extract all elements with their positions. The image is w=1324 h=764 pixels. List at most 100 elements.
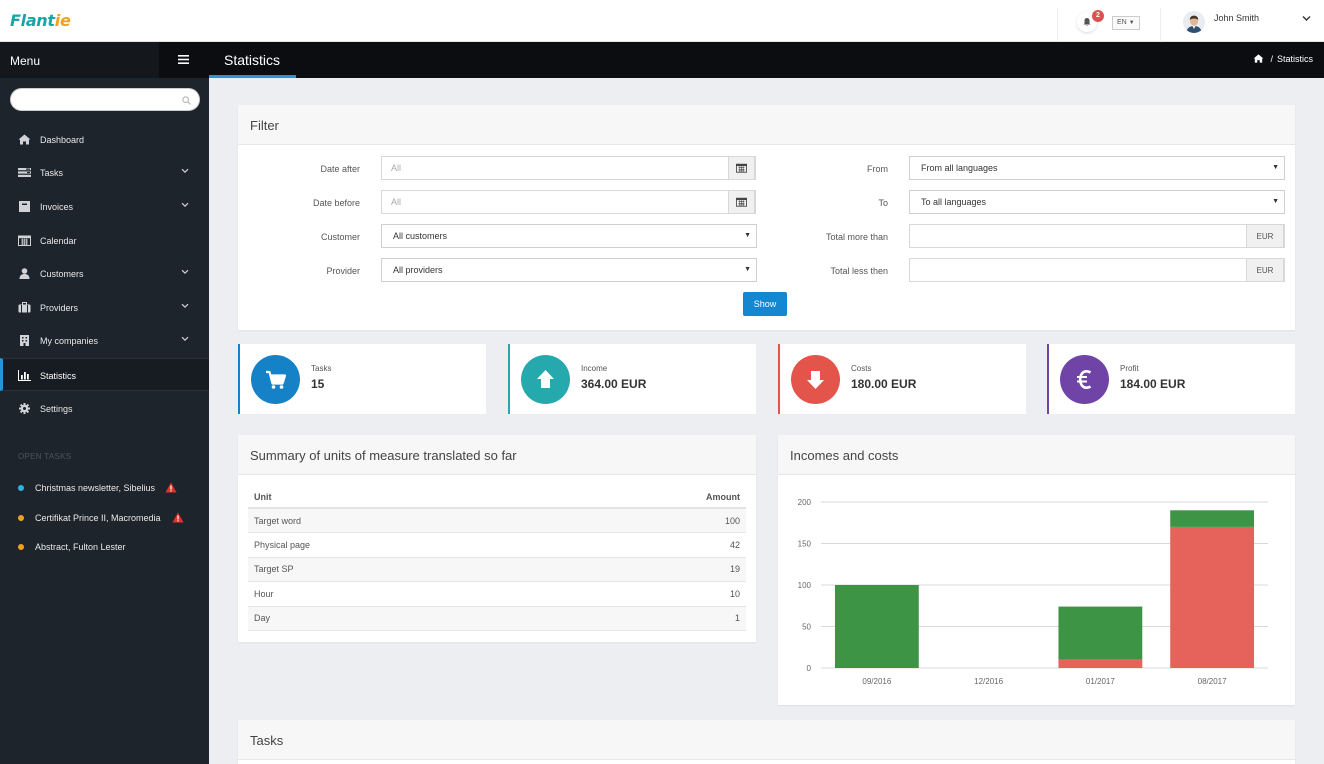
user-name[interactable]: John Smith xyxy=(1214,13,1260,23)
stat-value: 180.00 EUR xyxy=(851,377,917,391)
y-tick-label: 150 xyxy=(798,540,812,549)
sidebar-item-calendar[interactable]: Calendar xyxy=(0,224,209,257)
stat-icon-circle xyxy=(791,355,840,404)
amount-cell: 100 xyxy=(545,508,746,533)
stat-label: Tasks xyxy=(311,364,332,373)
provider-select[interactable]: All providers ▼ xyxy=(381,258,757,282)
home-icon[interactable] xyxy=(1253,54,1264,63)
calendar-icon xyxy=(736,197,747,207)
amount-cell: 42 xyxy=(545,532,746,558)
chevron-down-icon xyxy=(181,269,189,275)
table-row: Hour 10 xyxy=(248,581,746,607)
currency-addon: EUR xyxy=(1246,224,1284,248)
bar-chart-icon xyxy=(18,370,31,381)
avatar[interactable] xyxy=(1183,11,1205,33)
sidebar-item-tasks[interactable]: Tasks xyxy=(0,156,209,189)
chevron-down-icon xyxy=(181,202,189,208)
chevron-down-icon xyxy=(181,168,189,174)
status-dot xyxy=(18,544,24,550)
summary-table: Unit Amount Target word 100 Physical page… xyxy=(248,486,746,631)
sidebar-item-invoices[interactable]: Invoices xyxy=(0,190,209,223)
open-task-item[interactable]: Abstract, Fulton Lester xyxy=(0,537,209,557)
stat-icon-circle xyxy=(521,355,570,404)
divider xyxy=(1057,8,1058,42)
summary-panel: Summary of units of measure translated s… xyxy=(238,435,756,642)
sidebar-header: Menu xyxy=(0,42,209,78)
bar-segment xyxy=(1058,606,1143,660)
page-title: Statistics xyxy=(224,52,281,68)
breadcrumb: / Statistics xyxy=(1253,54,1313,64)
user-icon xyxy=(19,268,30,279)
bell-icon xyxy=(1083,18,1091,26)
unit-cell: Hour xyxy=(248,581,546,607)
sidebar-item-statistics[interactable]: Statistics xyxy=(0,358,209,391)
y-tick-label: 50 xyxy=(802,623,811,632)
filter-panel: Filter Date after All Date before All Cu… xyxy=(238,105,1295,330)
app-logo[interactable]: Flantie xyxy=(10,11,71,30)
customer-label: Customer xyxy=(320,232,360,242)
sidebar-item-settings[interactable]: Settings xyxy=(0,392,209,425)
tasks-icon xyxy=(18,168,31,177)
search-icon xyxy=(182,96,191,105)
sidebar-item-dashboard[interactable]: Dashboard xyxy=(0,123,209,156)
open-task-item[interactable]: Christmas newsletter, Sibelius xyxy=(0,478,209,498)
incomes-costs-title: Incomes and costs xyxy=(778,435,1295,475)
date-after-calendar-button[interactable] xyxy=(728,156,755,180)
total-less-than-input[interactable]: EUR xyxy=(909,258,1285,282)
unit-cell: Target SP xyxy=(248,557,546,582)
unit-cell: Physical page xyxy=(248,532,546,558)
date-after-label: Date after xyxy=(320,164,360,174)
stat-card-costs: Costs 180.00 EUR xyxy=(778,344,1026,414)
table-row: Target word 100 xyxy=(248,508,746,533)
x-tick-label: 09/2016 xyxy=(862,677,891,686)
sidebar-item-label: Dashboard xyxy=(40,135,85,145)
date-before-field[interactable]: All xyxy=(381,190,756,214)
summary-title: Summary of units of measure translated s… xyxy=(238,435,756,475)
show-button[interactable]: Show xyxy=(743,292,787,316)
menu-title: Menu xyxy=(10,54,41,68)
notification-count-badge: 2 xyxy=(1092,10,1104,22)
customer-select[interactable]: All customers ▼ xyxy=(381,224,757,248)
y-tick-label: 0 xyxy=(807,664,812,673)
bar-segment xyxy=(834,585,919,668)
hamburger-icon xyxy=(178,55,189,64)
caret-down-icon: ▼ xyxy=(1272,198,1279,205)
tasks-panel: Tasks xyxy=(238,720,1295,764)
column-header-unit[interactable]: Unit xyxy=(248,486,546,509)
open-task-item[interactable]: Certifikat Prince II, Macromedia xyxy=(0,508,209,528)
x-tick-label: 01/2017 xyxy=(1086,677,1115,686)
sidebar-item-label: Calendar xyxy=(40,236,77,246)
stat-value: 15 xyxy=(311,377,325,391)
chevron-down-icon xyxy=(181,336,189,342)
sidebar-search-input[interactable] xyxy=(10,88,200,111)
page-header: Statistics / Statistics xyxy=(209,42,1324,78)
sidebar-item-label: Tasks xyxy=(40,168,64,178)
caret-down-icon: ▼ xyxy=(744,266,751,273)
y-tick-label: 100 xyxy=(798,581,812,590)
sidebar-item-providers[interactable]: Providers xyxy=(0,291,209,324)
x-tick-label: 08/2017 xyxy=(1198,677,1227,686)
from-language-select[interactable]: From all languages ▼ xyxy=(909,156,1285,180)
stat-card-tasks: Tasks 15 xyxy=(238,344,486,414)
active-tab-indicator xyxy=(209,75,296,78)
table-header-row: Unit Amount xyxy=(248,486,746,509)
chevron-down-icon[interactable] xyxy=(1302,15,1311,22)
to-language-select[interactable]: To all languages ▼ xyxy=(909,190,1285,214)
stat-icon-circle xyxy=(251,355,300,404)
euro-icon xyxy=(1077,369,1092,390)
stat-label: Income xyxy=(581,364,608,373)
open-task-label: Christmas newsletter, Sibelius xyxy=(35,483,156,493)
sidebar-item-customers[interactable]: Customers xyxy=(0,257,209,290)
warning-icon xyxy=(172,512,184,523)
menu-toggle-button[interactable] xyxy=(159,42,209,78)
sidebar-item-my-companies[interactable]: My companies xyxy=(0,324,209,357)
stat-value: 364.00 EUR xyxy=(581,377,647,391)
total-more-than-input[interactable]: EUR xyxy=(909,224,1285,248)
column-header-amount[interactable]: Amount xyxy=(545,486,746,509)
table-row: Day 1 xyxy=(248,606,746,631)
date-before-calendar-button[interactable] xyxy=(728,190,755,214)
total-less-than-label: Total less then xyxy=(830,266,888,276)
date-after-field[interactable]: All xyxy=(381,156,756,180)
invoice-icon xyxy=(19,201,30,212)
language-select[interactable]: EN ▼ xyxy=(1112,16,1140,30)
